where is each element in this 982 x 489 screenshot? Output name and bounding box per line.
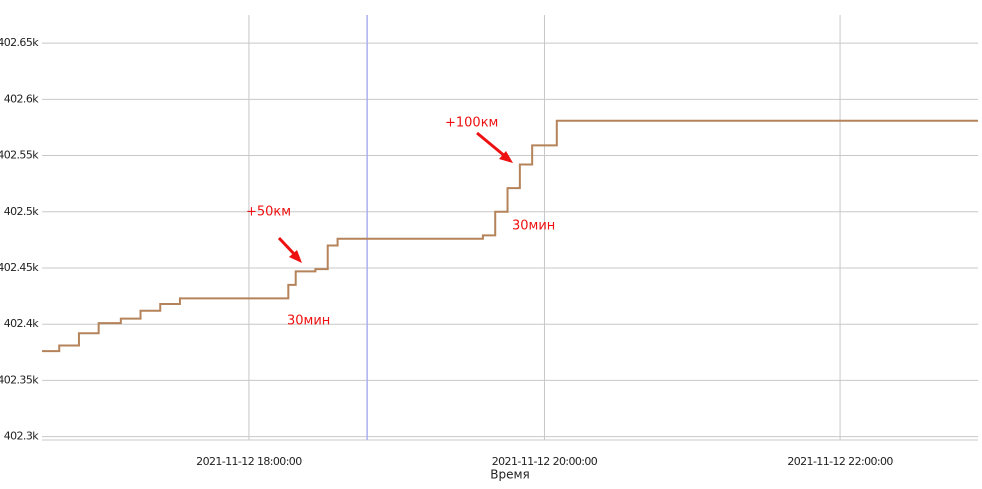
- x-axis-label: Время: [490, 468, 530, 482]
- arrow: [476, 131, 507, 159]
- x-tick-label: 2021-11-12 18:00:00: [196, 455, 302, 468]
- annotation: 30мин: [512, 219, 555, 234]
- plot: 402.3k 402.35k 402.4k 402.45k 402.5k 402.55k 4…: [0, 15, 978, 468]
- y-tick-label: 402.45k: [0, 261, 39, 274]
- arrow: [277, 236, 298, 258]
- x-tick-label: 2021-11-12 22:00:00: [787, 455, 893, 468]
- y-tick-label: 402.5k: [4, 205, 39, 218]
- x-tick-label: 2021-11-12 20:00:00: [492, 455, 598, 468]
- y-tick-label: 402.35k: [0, 373, 39, 386]
- annotation: +50км: [246, 205, 291, 220]
- arrow-head: [289, 250, 302, 263]
- y-tick-label: 402.4k: [4, 317, 39, 330]
- annotation: +100км: [445, 116, 498, 131]
- arrow-head: [499, 151, 513, 163]
- annotation: 30мин: [287, 314, 330, 329]
- y-tick-label: 402.6k: [4, 92, 39, 105]
- y-tick-label: 402.55k: [0, 149, 39, 162]
- arrows: [277, 131, 513, 263]
- data-line: [42, 119, 978, 353]
- y-tick-label: 402.3k: [4, 430, 39, 443]
- y-tick-label: 402.65k: [0, 36, 39, 49]
